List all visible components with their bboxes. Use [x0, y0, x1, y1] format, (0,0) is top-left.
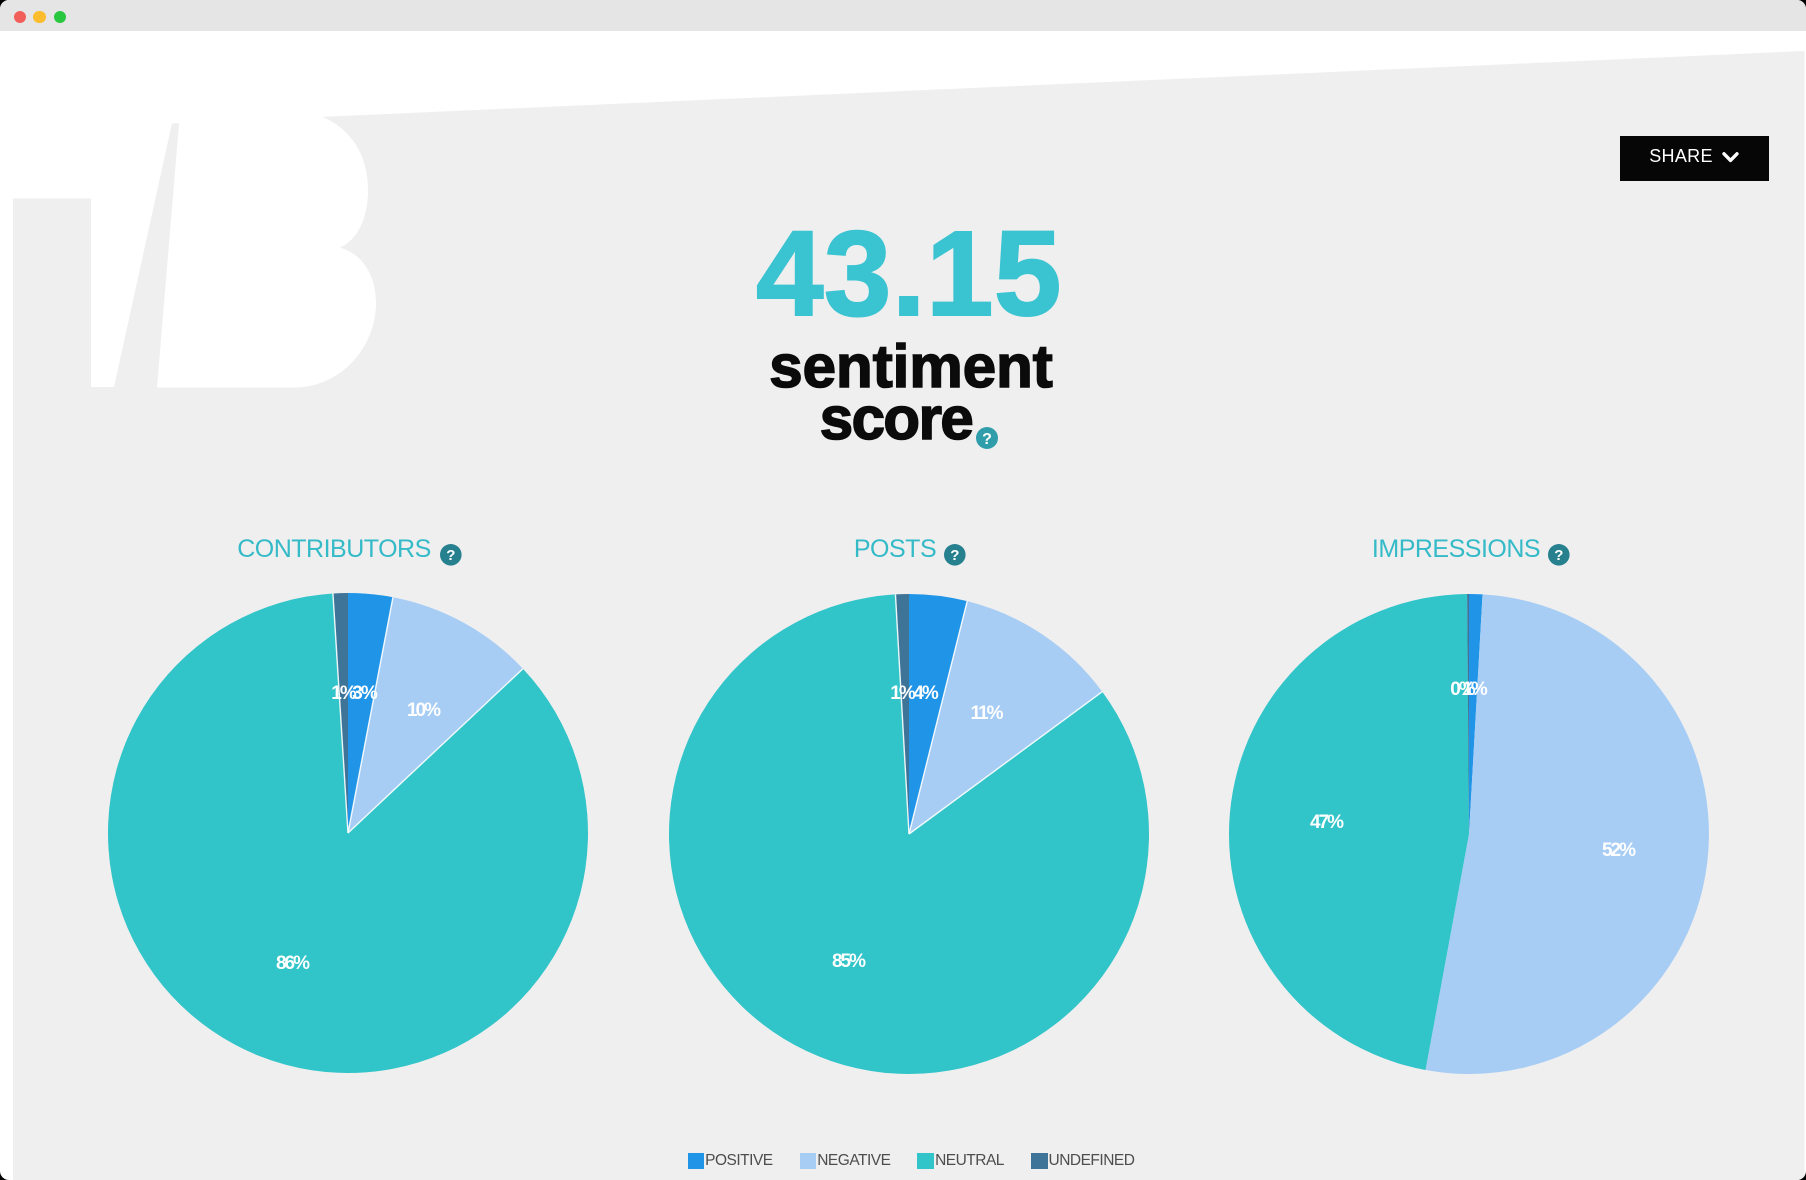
svg-text:?: ? [950, 547, 959, 564]
svg-text:?: ? [982, 430, 992, 447]
svg-text:?: ? [446, 547, 455, 564]
svg-text:?: ? [1554, 547, 1563, 564]
